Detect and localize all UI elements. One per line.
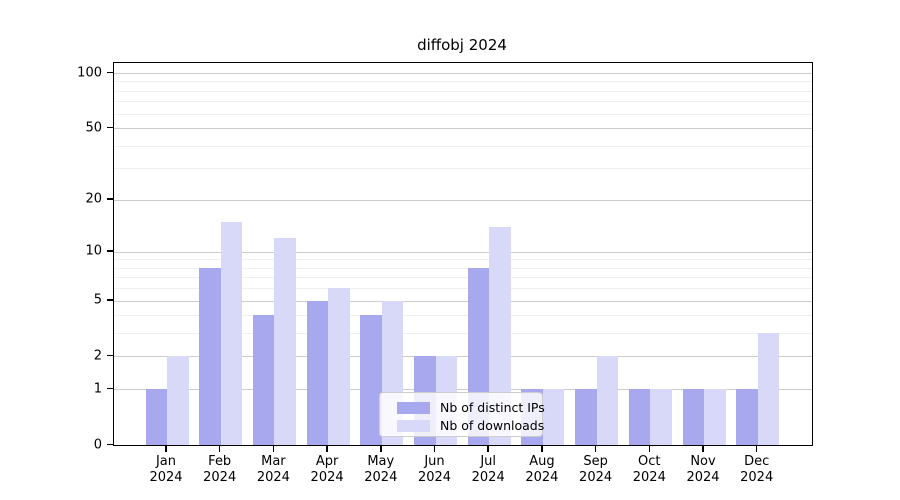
legend-item-downloads: Nb of downloads bbox=[397, 417, 544, 434]
bar-distinct-ips bbox=[252, 315, 275, 445]
major-gridline bbox=[114, 128, 812, 130]
bar-downloads bbox=[757, 333, 780, 445]
x-tick-label: Mar 2024 bbox=[256, 454, 290, 485]
y-tick-mark bbox=[107, 299, 113, 301]
x-tick-label: Aug 2024 bbox=[525, 454, 559, 485]
bar-distinct-ips bbox=[360, 315, 382, 445]
minor-gridline bbox=[114, 288, 812, 290]
x-tick-label: Sep 2024 bbox=[579, 454, 613, 485]
legend-label-distinct-ips: Nb of distinct IPs bbox=[440, 400, 545, 415]
y-tick-label: 2 bbox=[93, 348, 102, 364]
major-gridline bbox=[114, 199, 812, 201]
bar-distinct-ips bbox=[628, 389, 651, 445]
x-tick-mark bbox=[433, 445, 436, 452]
y-tick-mark bbox=[107, 71, 113, 74]
x-tick-label: Feb 2024 bbox=[203, 454, 237, 485]
y-tick-label: 100 bbox=[77, 65, 102, 81]
y-tick-mark bbox=[107, 387, 113, 390]
major-gridline bbox=[114, 73, 812, 75]
legend-swatch-distinct-ips-icon bbox=[397, 401, 430, 414]
y-tick-label: 1 bbox=[93, 381, 102, 397]
x-tick-label: Apr 2024 bbox=[310, 454, 344, 485]
y-tick-mark bbox=[107, 250, 113, 252]
x-tick-label: Jun 2024 bbox=[417, 454, 452, 485]
minor-gridline bbox=[114, 81, 812, 83]
bar-downloads bbox=[274, 238, 296, 445]
bar-downloads bbox=[167, 356, 189, 445]
y-tick-mark bbox=[107, 126, 113, 129]
minor-gridline bbox=[114, 101, 812, 103]
minor-gridline bbox=[114, 333, 812, 335]
bar-downloads bbox=[650, 389, 672, 445]
y-tick-mark bbox=[107, 198, 113, 200]
y-tick-mark bbox=[107, 443, 113, 445]
minor-gridline bbox=[114, 267, 812, 269]
minor-gridline bbox=[114, 277, 812, 279]
minor-gridline bbox=[114, 168, 812, 170]
x-tick-label: Jul 2024 bbox=[471, 454, 505, 485]
minor-gridline bbox=[114, 113, 812, 115]
x-tick-mark bbox=[165, 445, 167, 452]
x-tick-mark bbox=[272, 445, 275, 452]
major-gridline bbox=[114, 300, 812, 302]
y-tick-label: 50 bbox=[85, 120, 102, 136]
x-tick-mark bbox=[487, 445, 489, 452]
x-tick-label: Dec 2024 bbox=[740, 454, 774, 485]
chart-title: diffobj 2024 bbox=[417, 36, 507, 54]
bar-distinct-ips bbox=[682, 389, 704, 445]
bar-distinct-ips bbox=[575, 389, 597, 445]
x-tick-mark bbox=[380, 445, 382, 452]
x-tick-label: Oct 2024 bbox=[632, 454, 666, 485]
major-gridline bbox=[114, 389, 812, 391]
legend-label-downloads: Nb of downloads bbox=[440, 418, 545, 433]
bar-downloads bbox=[542, 389, 565, 445]
minor-gridline bbox=[114, 90, 812, 92]
major-gridline bbox=[114, 251, 812, 253]
x-tick-label: Nov 2024 bbox=[686, 454, 720, 485]
y-tick-label: 0 bbox=[93, 437, 102, 452]
minor-gridline bbox=[114, 315, 812, 317]
y-tick-label: 10 bbox=[85, 243, 102, 259]
x-tick-mark bbox=[594, 445, 597, 452]
bar-distinct-ips bbox=[736, 389, 758, 445]
x-tick-mark bbox=[326, 445, 328, 452]
minor-gridline bbox=[114, 145, 812, 147]
x-tick-mark bbox=[702, 445, 704, 452]
major-gridline bbox=[114, 356, 812, 358]
bar-downloads bbox=[596, 356, 619, 445]
x-tick-label: May 2024 bbox=[364, 454, 398, 485]
y-tick-label: 20 bbox=[85, 191, 102, 207]
x-tick-mark bbox=[541, 445, 543, 452]
bar-downloads bbox=[220, 221, 243, 445]
x-tick-mark bbox=[218, 445, 221, 452]
bar-downloads bbox=[704, 389, 726, 445]
plot-area bbox=[113, 62, 813, 446]
minor-gridline bbox=[114, 259, 812, 261]
x-tick-label: Jan 2024 bbox=[149, 454, 183, 485]
y-tick-label: 5 bbox=[93, 292, 102, 308]
x-tick-mark bbox=[648, 445, 651, 452]
y-tick-mark bbox=[107, 354, 113, 357]
legend-swatch-downloads-icon bbox=[397, 419, 430, 432]
bar-downloads bbox=[489, 226, 511, 445]
bar-downloads bbox=[328, 288, 350, 445]
bar-distinct-ips bbox=[306, 300, 329, 445]
legend-item-distinct-ips: Nb of distinct IPs bbox=[397, 399, 545, 416]
x-tick-mark bbox=[755, 445, 758, 452]
legend: Nb of distinct IPs Nb of downloads bbox=[379, 392, 545, 437]
bar-distinct-ips bbox=[199, 267, 221, 445]
bar-distinct-ips bbox=[145, 389, 167, 445]
